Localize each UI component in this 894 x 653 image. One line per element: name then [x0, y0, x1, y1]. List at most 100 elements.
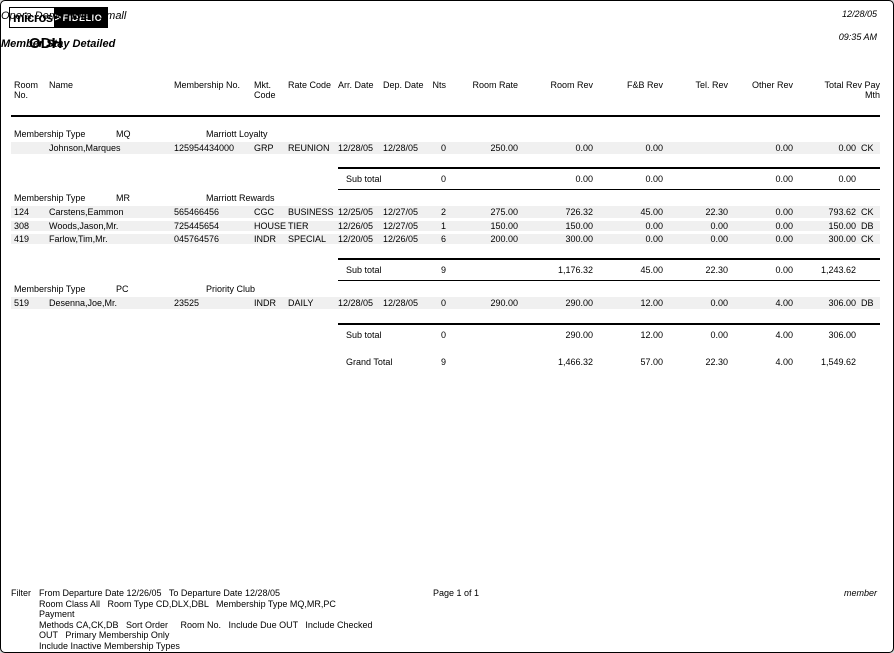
- cell-rate-code: REUNION: [288, 142, 338, 157]
- arrow-icon: >: [54, 11, 62, 24]
- subtotal-fb-rev: 45.00: [593, 258, 663, 281]
- subtotal-tel-rev: 0.00: [663, 323, 728, 345]
- cell-pay-mth: DB: [856, 297, 880, 312]
- cell-name: Johnson,Marques: [49, 142, 174, 157]
- cell-dep-date: 12/28/05: [383, 297, 428, 312]
- grand-total-spacer: [11, 354, 338, 370]
- subtotal-label: Sub total: [338, 167, 428, 190]
- cell-fb-rev: 12.00: [593, 297, 663, 312]
- col-dep-date: Dep. Date: [383, 77, 428, 117]
- subtotal-pay-mth: [856, 323, 880, 345]
- membership-type-code: MQ: [116, 129, 131, 139]
- cell-rate-code: TIER: [288, 219, 338, 234]
- subtotal-spacer: [11, 259, 338, 280]
- cell-pay-mth: CK: [856, 232, 880, 247]
- col-fb-rev: F&B Rev: [593, 77, 663, 117]
- membership-type-code: PC: [116, 284, 129, 294]
- col-tel-rev: Tel. Rev: [663, 77, 728, 117]
- subtotal-nts: 0: [428, 167, 452, 190]
- subtotal-nts: 9: [428, 258, 452, 281]
- cell-fb-rev: 45.00: [593, 206, 663, 221]
- membership-type-label: Membership Type: [14, 129, 86, 139]
- grand-total-label: Grand Total: [346, 357, 393, 367]
- filter-line: OUT Primary Membership Only: [39, 630, 170, 640]
- grand-total-total-rev: 1,549.62: [820, 357, 856, 367]
- subtotal-total-rev: 0.00: [793, 167, 856, 190]
- cell-mkt-code: CGC: [254, 206, 288, 221]
- report-footer: Filter From Departure Date 12/26/05 To D…: [1, 586, 893, 651]
- report-header: micros > FIDELIO ODH Opera Demo Hotel, Sm…: [1, 1, 893, 77]
- cell-membership-no: 045764576: [174, 232, 254, 247]
- filter-line: Methods CA,CK,DB Sort Order Room No. Inc…: [39, 619, 373, 630]
- subtotal-tel-rev: 22.30: [663, 258, 728, 281]
- report-name: member: [843, 588, 877, 598]
- cell-arr-date: 12/28/05: [338, 297, 383, 312]
- cell-room-rev: 300.00: [518, 232, 593, 247]
- subtotal-empty: [452, 167, 518, 190]
- spacer: [11, 345, 880, 354]
- cell-room-rev: 726.32: [518, 206, 593, 221]
- cell-name: Desenna,Joe,Mr.: [49, 297, 174, 312]
- subtotal-label: Sub total: [338, 258, 428, 281]
- subtotal-row-pc: Sub total 0 290.00 12.00 0.00 4.00 306.0…: [11, 323, 880, 345]
- cell-arr-date: 12/28/05: [338, 142, 383, 157]
- cell-name: Woods,Jason,Mr.: [49, 219, 174, 234]
- cell-nts: 0: [428, 297, 452, 312]
- cell-room-rate: 250.00: [452, 142, 518, 157]
- cell-room-rev: 0.00: [518, 142, 593, 157]
- cell-membership-no: 125954434000: [174, 142, 254, 157]
- subtotal-other-rev: 4.00: [728, 323, 793, 345]
- cell-other-rev: 4.00: [728, 297, 793, 312]
- cell-other-rev: 0.00: [728, 219, 793, 234]
- cell-mkt-code: INDR: [254, 297, 288, 312]
- report-time: 09:35 AM: [838, 32, 877, 42]
- cell-room-no: 124: [11, 206, 49, 221]
- subtotal-room-rev: 1,176.32: [518, 258, 593, 281]
- membership-type-label: Membership Type: [14, 193, 86, 203]
- grand-total-tel-rev: 22.30: [705, 357, 728, 367]
- subtotal-room-rev: 290.00: [518, 323, 593, 345]
- cell-rate-code: DAILY: [288, 297, 338, 312]
- subtotal-pay-mth: [856, 258, 880, 281]
- filter-label: Filter: [11, 588, 31, 598]
- fidelio-logo-block: > FIDELIO: [53, 8, 108, 27]
- subtotal-spacer: [11, 168, 338, 189]
- membership-type-label: Membership Type: [14, 284, 86, 294]
- col-name: Name: [49, 77, 174, 117]
- cell-pay-mth: CK: [856, 206, 880, 221]
- cell-other-rev: 0.00: [728, 142, 793, 157]
- grand-total-empty: [452, 354, 518, 370]
- spacer: [11, 155, 880, 168]
- micros-fidelio-logo: micros > FIDELIO: [9, 7, 109, 28]
- fidelio-logo-text: FIDELIO: [62, 12, 103, 23]
- subtotal-other-rev: 0.00: [728, 167, 793, 190]
- report-date: 12/28/05: [841, 9, 877, 19]
- subtotal-spacer: [11, 324, 338, 345]
- group-header-cell: Membership Type MQ Marriott Loyalty: [11, 125, 880, 142]
- cell-nts: 1: [428, 219, 452, 234]
- cell-room-rate: 290.00: [452, 297, 518, 312]
- cell-arr-date: 12/20/05: [338, 232, 383, 247]
- subtotal-row-mq: Sub total 0 0.00 0.00 0.00 0.00: [11, 167, 880, 190]
- spacer: [11, 116, 880, 125]
- membership-type-name: Marriott Rewards: [206, 193, 275, 203]
- cell-membership-no: 565466456: [174, 206, 254, 221]
- subtotal-label: Sub total: [338, 323, 428, 345]
- subtotal-total-rev: 1,243.62: [793, 258, 856, 281]
- subtotal-row-mr: Sub total 9 1,176.32 45.00 22.30 0.00 1,…: [11, 258, 880, 281]
- cell-name: Farlow,Tim,Mr.: [49, 232, 174, 247]
- filter-line: From Departure Date 12/26/05 To Departur…: [39, 588, 280, 598]
- grand-total-fb-rev: 57.00: [640, 357, 663, 367]
- subtotal-fb-rev: 12.00: [593, 323, 663, 345]
- cell-total-rev: 793.62: [793, 206, 856, 221]
- cell-membership-no: 725445654: [174, 219, 254, 234]
- subtotal-room-rev: 0.00: [518, 167, 593, 190]
- cell-name: Carstens,Eammon: [49, 206, 174, 221]
- table-row: 519 Desenna,Joe,Mr. 23525 INDR DAILY 12/…: [11, 297, 880, 312]
- group-header-pc: Membership Type PC Priority Club: [11, 280, 880, 297]
- cell-arr-date: 12/25/05: [338, 206, 383, 221]
- hotel-name: Opera Demo Hotel, Small: [1, 10, 127, 22]
- cell-tel-rev: 0.00: [663, 232, 728, 247]
- col-room-rev: Room Rev: [518, 77, 593, 117]
- cell-other-rev: 0.00: [728, 232, 793, 247]
